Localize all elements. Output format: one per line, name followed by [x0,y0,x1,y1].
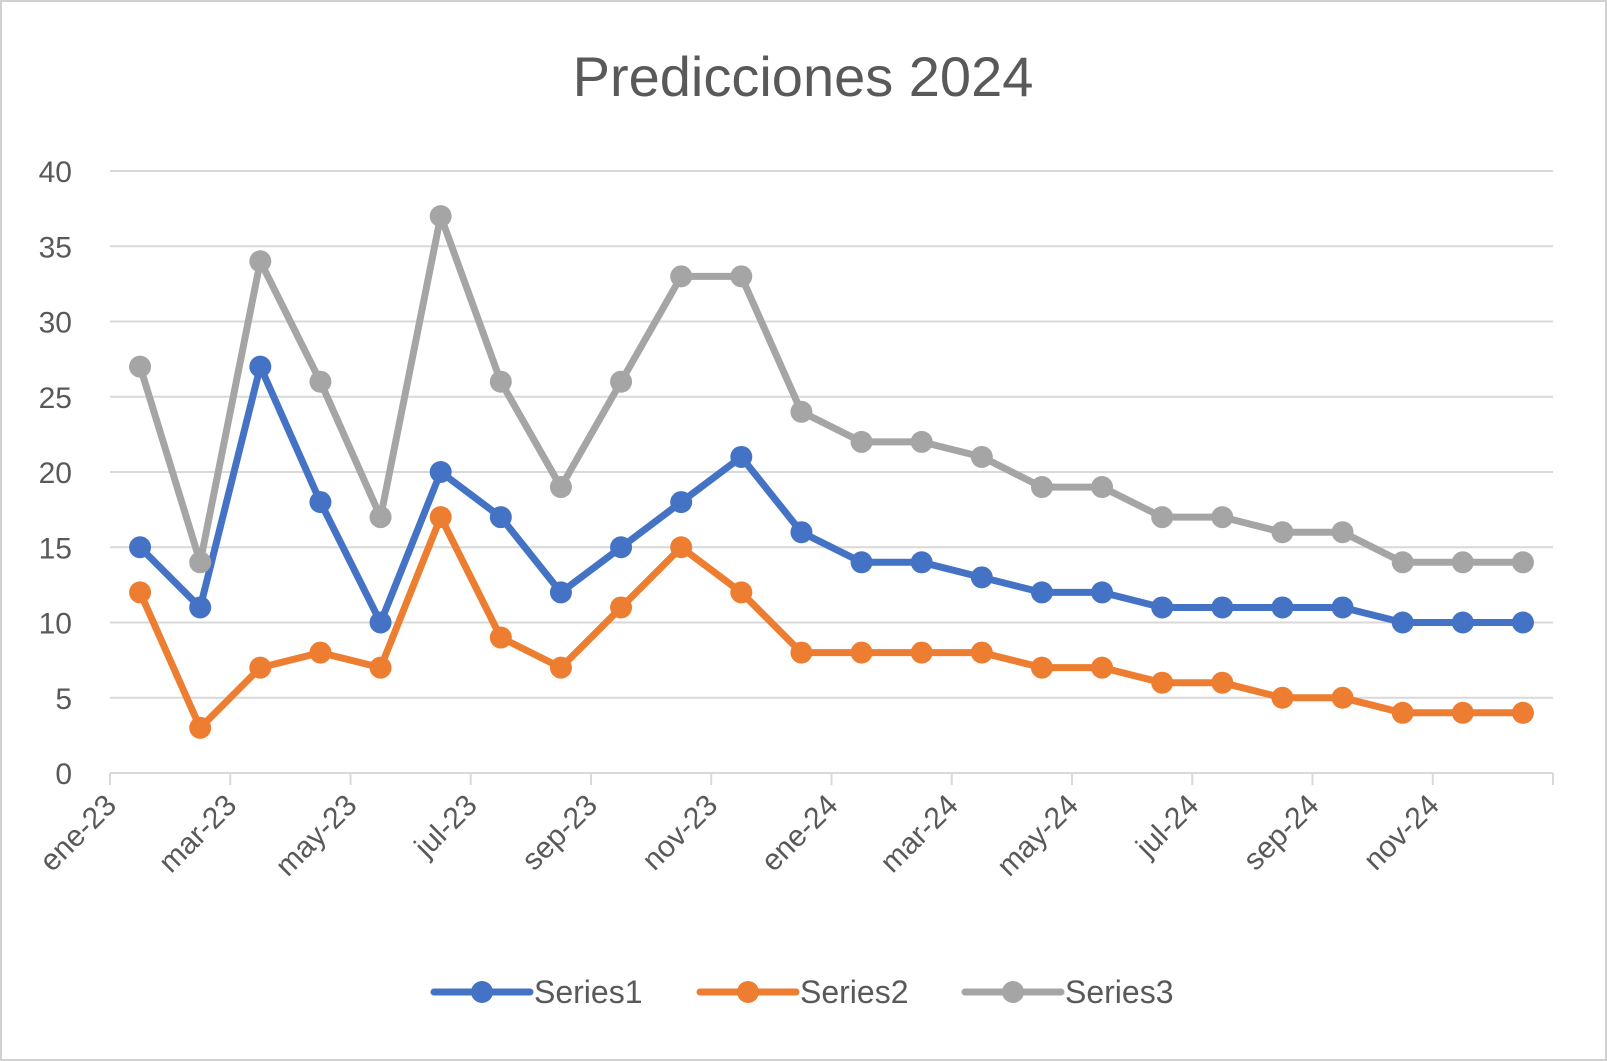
data-point [309,641,332,664]
data-point [429,461,452,483]
data-point [850,430,873,453]
data-point [1451,701,1474,724]
series-3 [129,205,1534,574]
data-point [1271,596,1294,619]
data-point [549,581,572,604]
legend-marker [737,981,759,1003]
data-point [850,641,873,664]
data-point [790,400,813,423]
legend-item: Series2 [696,974,909,1010]
data-point [790,641,813,664]
data-point [1030,581,1053,604]
data-point [670,536,693,559]
series-layer [129,205,1534,739]
legend-marker [1002,981,1024,1003]
data-point [1331,521,1354,544]
data-point [1211,506,1234,529]
data-point [1030,476,1053,499]
legend-marker [471,981,493,1003]
data-point [1151,671,1174,694]
data-point [790,521,813,544]
data-point [730,581,753,604]
data-point [970,566,993,589]
chart-title: Predicciones 2024 [573,45,1034,108]
data-point [189,551,212,574]
y-tick-label: 15 [39,532,72,565]
y-tick-label: 35 [39,231,72,264]
data-point [309,491,332,514]
data-point [910,430,933,453]
data-point [489,370,512,393]
legend-label: Series1 [534,974,643,1010]
data-point [910,641,933,664]
data-point [1091,656,1114,679]
data-point [1091,581,1114,604]
data-point [249,656,272,679]
legend: Series1 Series2 Series3 [430,974,1174,1010]
data-point [369,656,392,679]
data-point [189,596,212,619]
legend-item: Series3 [961,974,1174,1010]
data-point [1451,551,1474,574]
data-point [610,536,633,559]
y-tick-label: 0 [55,758,72,791]
data-point [1391,611,1414,634]
y-tick-label: 20 [39,457,72,490]
data-point [1511,551,1534,574]
data-point [1151,506,1174,529]
data-point [1511,701,1534,724]
data-point [129,355,152,378]
data-point [610,370,633,393]
data-point [1091,476,1114,499]
data-point [1271,686,1294,709]
data-point [429,205,452,228]
legend-label: Series3 [1065,974,1174,1010]
data-point [549,476,572,499]
data-point [1391,701,1414,724]
data-point [1151,596,1174,619]
data-point [610,596,633,619]
data-point [249,250,272,273]
data-point [1511,611,1534,634]
y-tick-label: 25 [39,382,72,415]
data-point [1391,551,1414,574]
data-point [249,355,272,378]
data-point [910,551,933,574]
data-point [489,506,512,529]
data-point [129,536,152,559]
data-point [1451,611,1474,634]
data-point [1331,686,1354,709]
data-point [369,506,392,529]
data-point [970,445,993,468]
series-2 [129,506,1534,739]
data-point [1030,656,1053,679]
data-point [369,611,392,634]
data-point [489,626,512,649]
y-tick-label: 40 [39,156,72,189]
y-tick-label: 10 [39,608,72,641]
data-point [1211,671,1234,694]
data-point [309,370,332,393]
data-point [850,551,873,574]
data-point [670,265,693,288]
data-point [1211,596,1234,619]
series-1 [129,355,1534,634]
y-tick-label: 30 [39,307,72,340]
data-point [670,491,693,514]
data-point [129,581,152,604]
data-point [189,716,212,739]
data-point [970,641,993,664]
data-point [1331,596,1354,619]
y-tick-label: 5 [55,683,72,716]
legend-item: Series1 [430,974,643,1010]
data-point [730,265,753,288]
data-point [1271,521,1294,544]
legend-label: Series2 [800,974,909,1010]
data-point [730,445,753,468]
data-point [429,506,452,529]
data-point [549,656,572,679]
